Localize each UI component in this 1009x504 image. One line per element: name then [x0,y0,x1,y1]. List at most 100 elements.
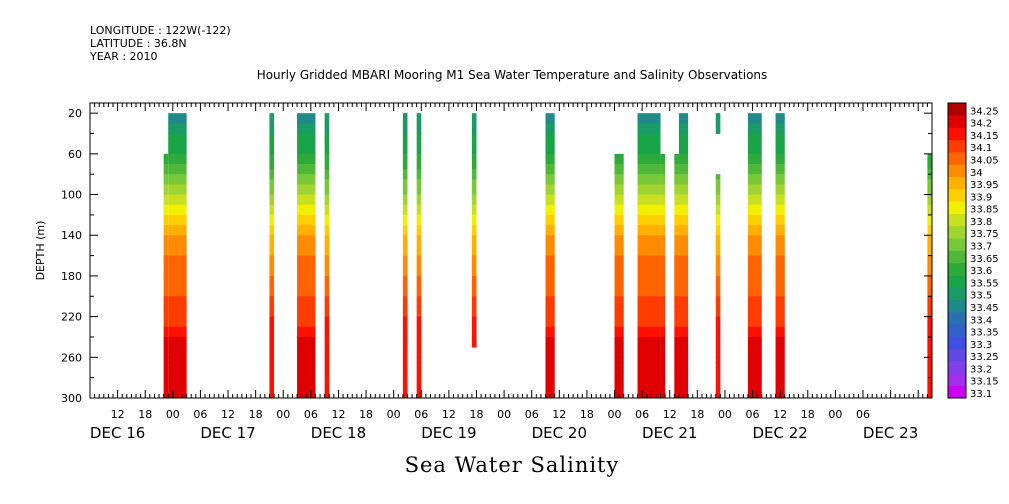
data-cell [402,316,408,323]
data-cell [471,194,477,201]
data-cell [471,143,477,150]
data-cell [660,372,666,379]
data-cell [163,209,169,216]
data-cell [614,240,624,246]
data-cell [324,169,330,175]
data-cell [416,260,422,267]
data-cell [637,342,661,348]
data-cell [747,128,762,134]
data-cell [775,158,785,165]
data-cell [297,174,316,180]
data-cell [545,225,555,231]
data-cell [402,301,408,307]
data-cell [775,128,785,134]
colorbar-label: 33.45 [970,303,999,314]
data-cell [614,179,624,185]
data-cell [614,316,624,323]
data-cell [163,270,169,277]
data-cell [471,311,477,318]
data-cell [545,352,555,358]
data-cell [545,245,555,251]
data-cell [471,123,477,129]
data-cell [324,158,330,165]
data-cell [674,377,679,384]
data-cell [674,306,679,312]
data-cell [747,357,762,363]
y-tick-label: 140 [61,229,82,242]
data-cell [775,138,785,145]
data-cell [402,209,408,216]
data-cell [674,321,679,328]
colorbar-swatch [948,152,966,165]
data-cell [324,301,330,307]
data-cell [660,311,666,318]
data-cell [678,301,689,307]
data-cell [269,138,275,145]
data-cell [168,240,187,246]
data-cell [660,377,666,384]
data-cell [416,357,422,363]
data-cell [614,194,624,201]
data-cell [674,153,679,160]
data-cell [168,123,187,129]
data-cell [168,296,187,302]
data-cell [678,265,689,272]
data-cell [637,113,661,119]
data-cell [927,291,932,297]
data-cell [678,250,689,256]
data-cell [416,331,422,338]
data-cell [715,123,721,129]
data-cell [402,265,408,272]
data-cell [324,219,330,226]
data-cell [163,311,169,318]
data-cell [297,230,316,236]
data-cell [402,382,408,389]
data-cell [678,184,689,190]
data-cell [402,219,408,226]
data-cell [269,270,275,277]
data-cell [471,225,477,231]
data-cell [927,286,932,292]
data-cell [715,199,721,206]
data-cell [674,235,679,241]
data-cell [927,179,932,185]
data-cell [168,250,187,256]
data-cell [416,306,422,312]
data-cell [269,148,275,155]
data-cell [660,209,666,216]
data-cell [678,204,689,211]
data-cell [614,347,624,353]
data-cell [416,148,422,155]
colorbar-label: 33.3 [970,340,992,351]
data-cell [637,382,661,389]
data-cell [614,199,624,206]
colorbar-swatch [948,238,966,251]
data-cell [674,260,679,267]
data-cell [678,316,689,323]
data-cell [715,255,721,262]
data-cell [297,255,316,262]
data-cell [678,225,689,231]
data-cell [545,260,555,267]
data-cell [715,209,721,216]
data-cell [715,204,721,211]
data-cell [324,240,330,246]
colorbar-swatch [948,115,966,128]
data-cell [674,270,679,277]
data-cell [402,377,408,384]
x-hour-label: 00 [166,408,180,421]
colorbar-swatch [948,262,966,276]
data-cell [747,342,762,348]
data-cell [715,392,721,399]
data-cell [927,301,932,307]
data-cell [324,296,330,302]
x-hour-label: 18 [359,408,373,421]
data-cell [678,296,689,302]
data-cell [402,260,408,267]
data-cell [927,219,932,226]
data-cell [747,260,762,267]
data-cell [775,225,785,231]
data-cell [416,113,422,119]
colorbar-label: 34 [970,168,983,179]
data-cell [168,138,187,145]
